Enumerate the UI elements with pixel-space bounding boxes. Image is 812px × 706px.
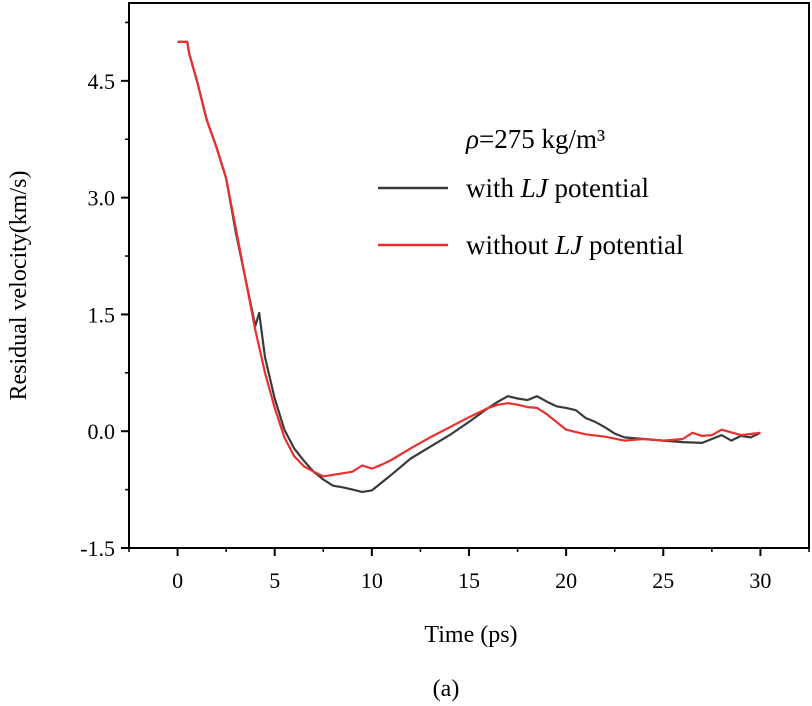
figure-caption: (a) [433,676,460,702]
legend-label-italic: LJ [554,230,584,260]
x-tick-label: 25 [652,568,674,593]
legend-rho-symbol: ρ [465,124,479,154]
legend-label-italic: LJ [520,173,550,203]
x-tick-label: 30 [749,568,771,593]
y-tick-label: 3.0 [88,186,116,211]
x-tick-label: 15 [458,568,480,593]
series-line-1 [177,40,761,478]
legend-label-1: without LJ potential [466,230,684,260]
legend-density-value: =275 kg/m³ [479,124,605,154]
axis-ticks: 0 5 10 15 20 25 30 -1.5 0.0 1.5 3.0 4.5 [80,21,810,593]
y-axis-label: Residual velocity(km/s) [6,171,32,401]
legend-label-prefix: without [466,230,555,260]
legend-label-suffix: potential [582,230,683,260]
y-tick-label: 4.5 [88,69,116,94]
x-tick-label: 0 [172,568,183,593]
legend-label-0: with LJ potential [466,173,649,203]
y-tick-label: 0.0 [88,419,116,444]
y-tick-label: 1.5 [88,302,116,327]
x-tick-label: 5 [269,568,280,593]
legend-density-label: ρ=275 kg/m³ [465,124,605,154]
x-tick-label: 10 [361,568,383,593]
legend-label-prefix: with [466,173,521,203]
series-layer [177,40,761,493]
y-tick-label: -1.5 [80,536,115,561]
series-line-0 [177,40,761,493]
plot-frame [128,2,810,549]
x-tick-label: 20 [555,568,577,593]
x-axis-label: Time (ps) [424,622,517,648]
legend-label-suffix: potential [548,173,649,203]
